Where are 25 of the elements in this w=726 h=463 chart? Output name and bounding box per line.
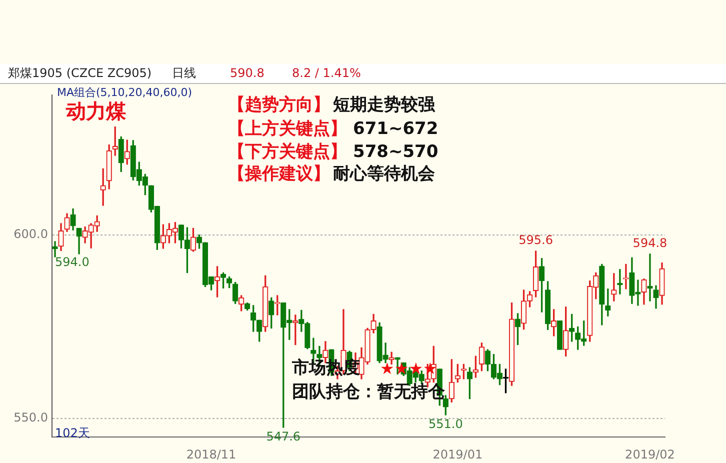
annotation: 671~672 <box>353 119 438 139</box>
text: 590.8 <box>230 66 264 80</box>
y-tick-label: 550.0 <box>14 410 48 425</box>
chart-title: 郑煤1905 (CZCE ZC905) <box>8 66 152 80</box>
annotation: 【下方关键点】 <box>228 142 347 162</box>
x-tick-label: 2019/02 <box>625 447 675 462</box>
annotation: 594.8 <box>632 236 668 250</box>
annotation: 594.0 <box>55 255 90 270</box>
annotation: MA组合(5,10,20,40,60,0) <box>57 86 192 100</box>
annotation: 【操作建议】 <box>228 164 330 184</box>
candlestick <box>623 264 629 290</box>
y-tick-label: 600.0 <box>14 226 48 241</box>
annotation: 578~570 <box>353 142 438 162</box>
text: 8.2 / 1.41% <box>292 66 361 80</box>
annotation: 【上方关键点】 <box>228 119 347 139</box>
annotation: 【趋势方向】 <box>228 95 330 115</box>
x-tick-label: 2018/11 <box>186 447 236 462</box>
annotation: 动力煤 <box>66 99 126 123</box>
annotation: 595.6 <box>518 233 553 248</box>
annotation: 102天 <box>55 426 90 440</box>
annotation: 耐心等待机会 <box>333 164 435 184</box>
chart-subtitle: 日线 <box>172 66 196 80</box>
annotation: 551.0 <box>428 417 463 432</box>
annotation: 短期走势较强 <box>333 95 435 115</box>
x-tick-label: 2019/01 <box>432 447 483 462</box>
